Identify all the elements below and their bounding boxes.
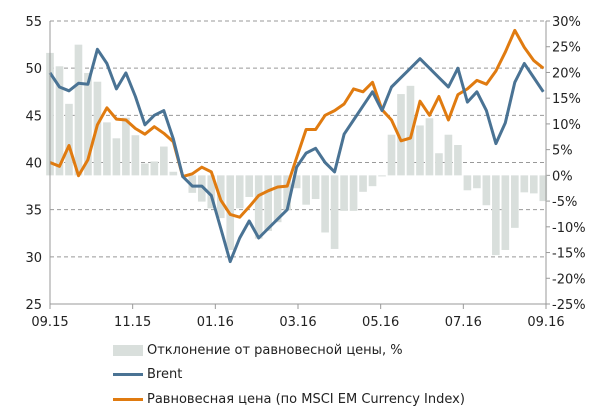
deviation-bar <box>435 153 443 176</box>
x-tick-label: 07.16 <box>445 315 482 330</box>
y-right-tick-label: 0% <box>552 169 573 184</box>
deviation-bar <box>160 146 168 176</box>
brent-line <box>48 47 545 264</box>
deviation-bar <box>321 175 329 233</box>
legend-label: Отклонение от равновесной цены, % <box>147 342 403 358</box>
y-right-tick-label: 25% <box>552 41 581 56</box>
deviation-bar <box>387 134 396 176</box>
deviation-bar <box>283 175 291 210</box>
legend-swatch-line <box>113 397 143 401</box>
x-tick-label: 03.16 <box>279 315 316 330</box>
deviation-bar <box>292 175 301 189</box>
deviation-bar <box>254 175 263 239</box>
deviation-bar <box>84 72 92 176</box>
x-tick-label: 01.16 <box>197 315 234 330</box>
y-left-tick-label: 35 <box>25 204 42 219</box>
y-right-tick-label: -25% <box>552 298 586 313</box>
deviation-bar <box>397 94 405 176</box>
legend-swatch-line <box>113 373 143 377</box>
deviation-bar <box>359 175 367 192</box>
deviation-bar <box>74 44 83 176</box>
deviation-bar <box>55 66 64 176</box>
y-left-tick-label: 50 <box>25 62 42 77</box>
deviation-bar <box>520 175 529 193</box>
x-tick-label: 09.15 <box>31 315 68 330</box>
y-left-tick-label: 55 <box>25 15 42 30</box>
x-tick-label: 11.15 <box>114 315 151 330</box>
deviation-bar <box>425 118 434 176</box>
deviation-bar <box>197 175 206 202</box>
deviation-bar <box>169 171 178 176</box>
chart: 25 30 35 40 45 50 55 -25% -20% -15% -10% -5% 0% 5% 10%… <box>25 15 586 330</box>
deviation-bar <box>511 175 519 228</box>
deviation-bar <box>103 122 111 176</box>
deviation-bar <box>235 175 244 209</box>
deviation-bar <box>463 175 472 191</box>
x-tick-label: 09.16 <box>527 315 564 330</box>
y-left-tick-label: 30 <box>25 251 42 266</box>
deviation-bar <box>529 175 538 194</box>
legend-swatch-bar <box>113 344 143 356</box>
legend: Отклонение от равновесной цены, % Brent … <box>113 338 465 412</box>
deviation-bar <box>340 175 348 211</box>
deviation-bar <box>112 138 121 176</box>
deviation-bar <box>454 145 462 176</box>
deviation-bar <box>444 134 453 176</box>
deviation-bar <box>330 175 339 249</box>
y-right-tick-label: -20% <box>552 272 586 287</box>
deviation-bar <box>131 135 140 176</box>
y-right-tick-label: -10% <box>552 221 586 236</box>
deviation-bar <box>416 125 424 176</box>
deviation-bar <box>368 175 377 187</box>
legend-item-deviation: Отклонение от равновесной цены, % <box>113 338 465 363</box>
y-right-tick-label: 30% <box>552 15 581 30</box>
legend-label: Brent <box>147 367 183 383</box>
y-right-tick-label: 20% <box>552 66 581 81</box>
deviation-bar <box>273 175 282 223</box>
deviation-bar <box>122 117 130 176</box>
deviation-bar <box>65 103 73 176</box>
deviation-bar <box>492 175 500 256</box>
deviation-bar <box>264 175 273 231</box>
deviation-bar <box>482 175 491 206</box>
deviation-bar <box>245 175 254 197</box>
y-right-tick-label: -5% <box>552 195 577 210</box>
y-left-tick-label: 40 <box>25 157 42 172</box>
deviation-bar <box>311 175 320 200</box>
y-right-tick-label: 5% <box>552 144 573 159</box>
legend-label: Равновесная цена (по MSCI EM Currency In… <box>147 391 465 407</box>
legend-item-equilibrium: Равновесная цена (по MSCI EM Currency In… <box>113 387 465 412</box>
deviation-bar <box>473 175 481 189</box>
deviation-bar <box>406 85 415 176</box>
deviation-bar <box>207 175 216 209</box>
equilibrium-price-line <box>49 28 545 219</box>
y-right-tick-label: 10% <box>552 118 581 133</box>
y-right-tick-label: 15% <box>552 92 581 107</box>
x-tick-label: 05.16 <box>362 315 399 330</box>
y-left-tick-label: 45 <box>25 109 42 124</box>
deviation-bar <box>539 175 548 202</box>
y-left-tick-label: 25 <box>25 298 42 313</box>
deviation-bar <box>302 175 310 205</box>
deviation-bar <box>501 175 510 250</box>
deviation-bar <box>141 163 149 176</box>
deviation-bar <box>150 161 159 176</box>
deviation-bar <box>378 175 386 177</box>
y-right-tick-label: -15% <box>552 247 586 262</box>
deviation-bar <box>349 175 358 211</box>
legend-item-brent: Brent <box>113 363 465 388</box>
